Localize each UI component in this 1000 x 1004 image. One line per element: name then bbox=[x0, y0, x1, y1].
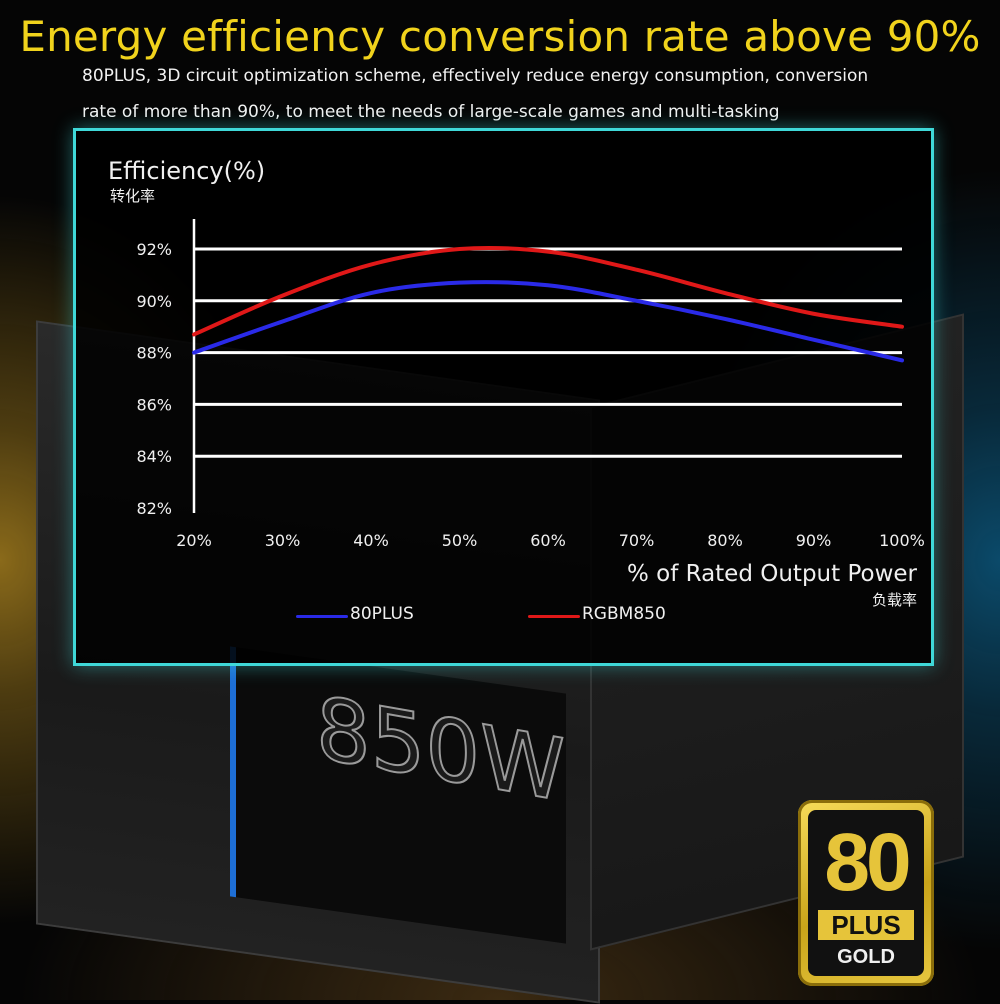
y-axis-title: Efficiency(%) bbox=[108, 157, 266, 185]
badge-inner: 80 PLUS GOLD bbox=[808, 810, 924, 976]
page-title: Energy efficiency conversion rate above … bbox=[19, 12, 981, 61]
x-tick-label: 40% bbox=[353, 531, 389, 550]
legend-label-rgbm850: RGBM850 bbox=[582, 604, 666, 624]
x-tick-label: 80% bbox=[707, 531, 743, 550]
x-axis-title-cn: 负载率 bbox=[871, 591, 917, 609]
y-axis-title-cn: 转化率 bbox=[110, 187, 156, 205]
series-line-80plus bbox=[192, 280, 904, 363]
y-tick-label: 86% bbox=[136, 395, 172, 414]
y-tick-label: 82% bbox=[136, 499, 172, 518]
x-tick-label: 20% bbox=[176, 531, 212, 550]
legend-swatch-rgbm850 bbox=[528, 615, 580, 618]
badge-tier-label: GOLD bbox=[837, 946, 895, 968]
x-tick-label: 70% bbox=[619, 531, 655, 550]
series-line-rgbm850 bbox=[192, 245, 904, 337]
badge-number: 80 bbox=[824, 817, 911, 908]
80-plus-gold-badge: 80 PLUS GOLD bbox=[798, 800, 934, 986]
x-tick-label: 100% bbox=[879, 531, 925, 550]
badge-plus-label: PLUS bbox=[818, 910, 914, 940]
efficiency-chart-panel: 92% 90% 88% 86% 84% 82% 20% 30% 40% 50% 60% 70% 80% 9… bbox=[73, 128, 934, 666]
description-line-1: 80PLUS, 3D circuit optimization scheme, … bbox=[82, 66, 869, 86]
y-tick-label: 88% bbox=[136, 344, 172, 363]
y-tick-label: 92% bbox=[136, 240, 172, 259]
x-tick-label: 90% bbox=[796, 531, 832, 550]
y-tick-label: 84% bbox=[136, 447, 172, 466]
x-tick-label: 50% bbox=[442, 531, 478, 550]
x-axis-title: % of Rated Output Power bbox=[626, 561, 917, 587]
legend-label-80plus: 80PLUS bbox=[350, 604, 414, 624]
x-tick-label: 30% bbox=[265, 531, 301, 550]
description-line-2: rate of more than 90%, to meet the needs… bbox=[82, 102, 780, 122]
y-tick-label: 90% bbox=[136, 292, 172, 311]
legend-swatch-80plus bbox=[296, 615, 348, 618]
efficiency-chart: 92% 90% 88% 86% 84% 82%20% 30% 40% 50% 60% 70% 80% 9… bbox=[136, 219, 925, 550]
x-tick-label: 60% bbox=[530, 531, 566, 550]
